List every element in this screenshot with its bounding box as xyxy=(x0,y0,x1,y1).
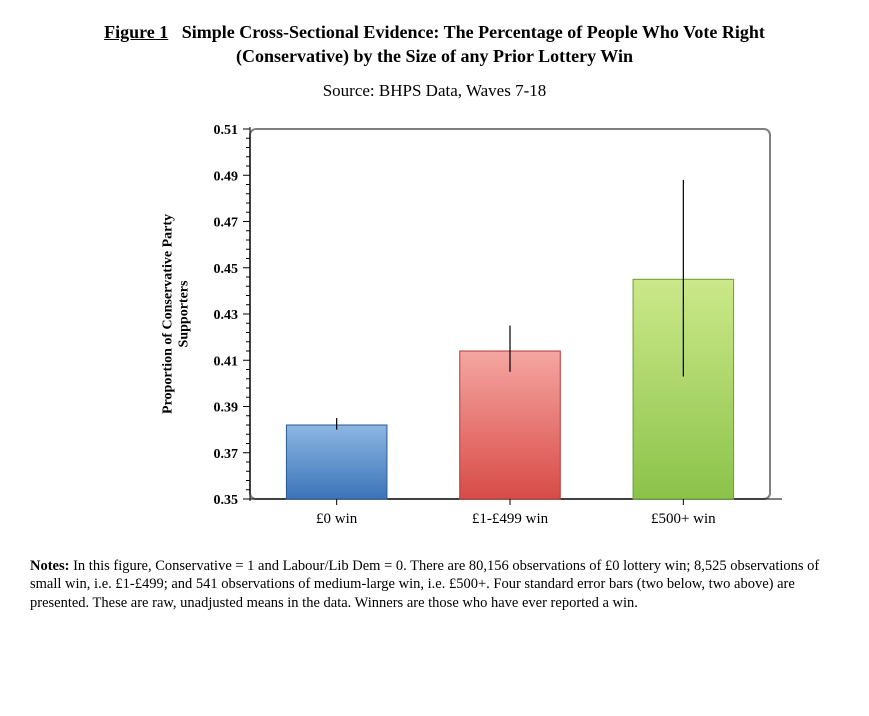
figure-title: Figure 1 Simple Cross-Sectional Evidence… xyxy=(30,20,839,69)
figure-notes: Notes: In this figure, Conservative = 1 … xyxy=(30,557,839,614)
svg-text:0.47: 0.47 xyxy=(213,215,238,230)
figure-source: Source: BHPS Data, Waves 7-18 xyxy=(30,81,839,101)
svg-text:£500+ win: £500+ win xyxy=(650,511,715,527)
notes-label: Notes: xyxy=(30,558,69,574)
svg-text:0.39: 0.39 xyxy=(213,400,238,415)
svg-text:0.35: 0.35 xyxy=(213,493,238,508)
svg-text:0.37: 0.37 xyxy=(213,446,238,461)
svg-text:0.51: 0.51 xyxy=(213,123,238,138)
svg-text:0.45: 0.45 xyxy=(213,261,238,276)
notes-body: In this figure, Conservative = 1 and Lab… xyxy=(30,558,819,612)
figure-title-line2: (Conservative) by the Size of any Prior … xyxy=(236,46,633,66)
bar-chart: 0.35 0.37 0.39 0.41 0.43 0.45 0.47 0.49 0.51 Prop… xyxy=(85,111,785,551)
svg-text:Proportion of Conservative Par: Proportion of Conservative PartySupporte… xyxy=(160,214,191,414)
svg-text:0.41: 0.41 xyxy=(213,354,238,369)
figure-title-line1: Simple Cross-Sectional Evidence: The Per… xyxy=(182,22,765,42)
svg-text:£1-£499 win: £1-£499 win xyxy=(471,511,548,527)
figure-label: Figure 1 xyxy=(104,22,168,42)
svg-text:0.43: 0.43 xyxy=(213,308,238,323)
svg-text:0.49: 0.49 xyxy=(213,169,238,184)
svg-text:£0 win: £0 win xyxy=(316,511,358,527)
